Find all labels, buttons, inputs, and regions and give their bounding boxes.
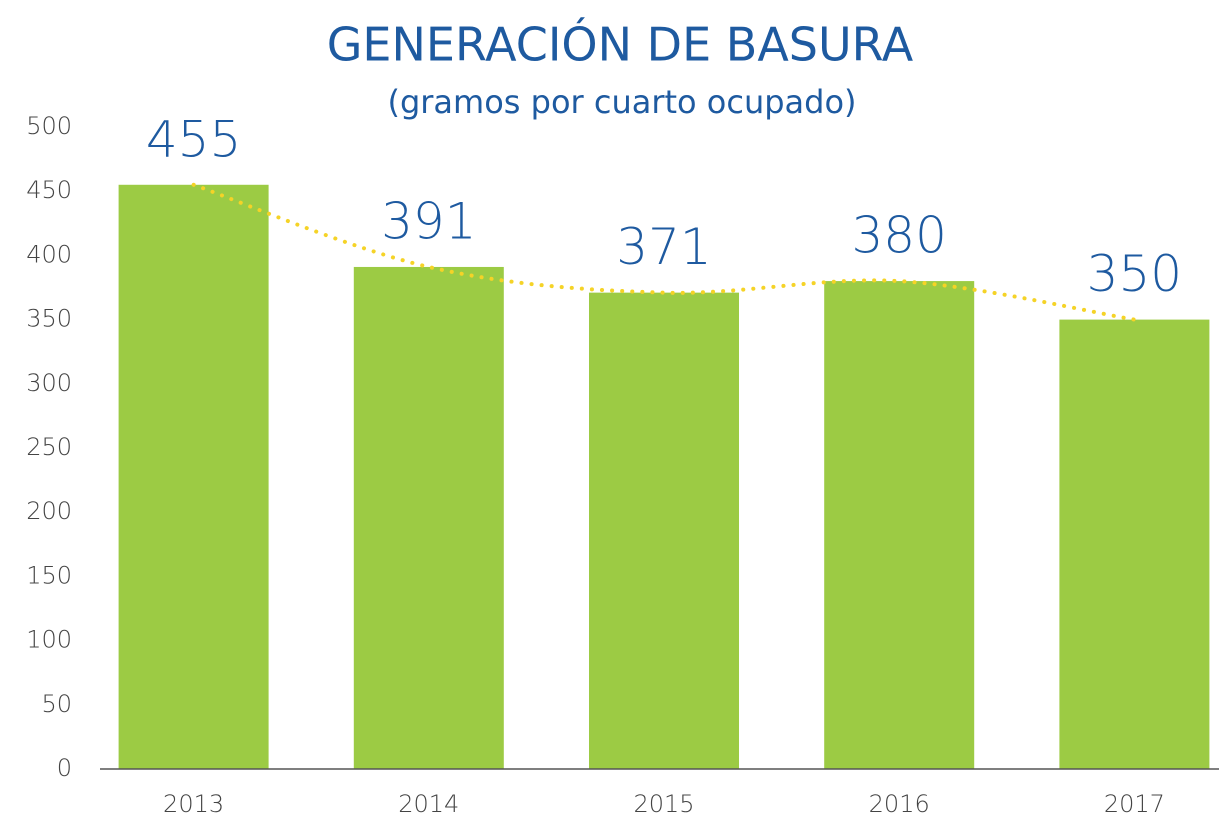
y-tick-label: 200 <box>26 497 72 525</box>
value-label: 391 <box>381 192 476 250</box>
value-label: 350 <box>1087 245 1182 303</box>
y-tick-label: 50 <box>41 690 72 718</box>
y-tick-label: 450 <box>26 176 72 204</box>
y-tick-label: 0 <box>57 754 72 782</box>
x-tick-label: 2015 <box>633 790 694 818</box>
x-tick-label: 2013 <box>163 790 224 818</box>
y-tick-label: 300 <box>26 369 72 397</box>
y-tick-label: 100 <box>26 626 72 654</box>
value-label: 380 <box>851 207 946 265</box>
value-label: 371 <box>616 218 711 276</box>
chart-subtitle: (gramos por cuarto ocupado) <box>387 83 856 121</box>
y-tick-label: 150 <box>26 561 72 589</box>
bar <box>824 281 975 769</box>
x-tick-label: 2014 <box>398 790 459 818</box>
trend-line <box>191 182 1137 322</box>
bar <box>353 266 504 769</box>
y-tick-label: 250 <box>26 433 72 461</box>
x-tick-label: 2017 <box>1104 790 1165 818</box>
y-tick-label: 350 <box>26 305 72 333</box>
chart-title: GENERACIÓN DE BASURA <box>327 18 914 72</box>
y-tick-label: 400 <box>26 240 72 268</box>
bar <box>118 184 269 769</box>
bar <box>589 292 739 769</box>
x-tick-label: 2016 <box>869 790 930 818</box>
y-tick-label: 500 <box>26 112 72 140</box>
bar <box>1059 319 1210 769</box>
value-label: 455 <box>146 110 241 168</box>
